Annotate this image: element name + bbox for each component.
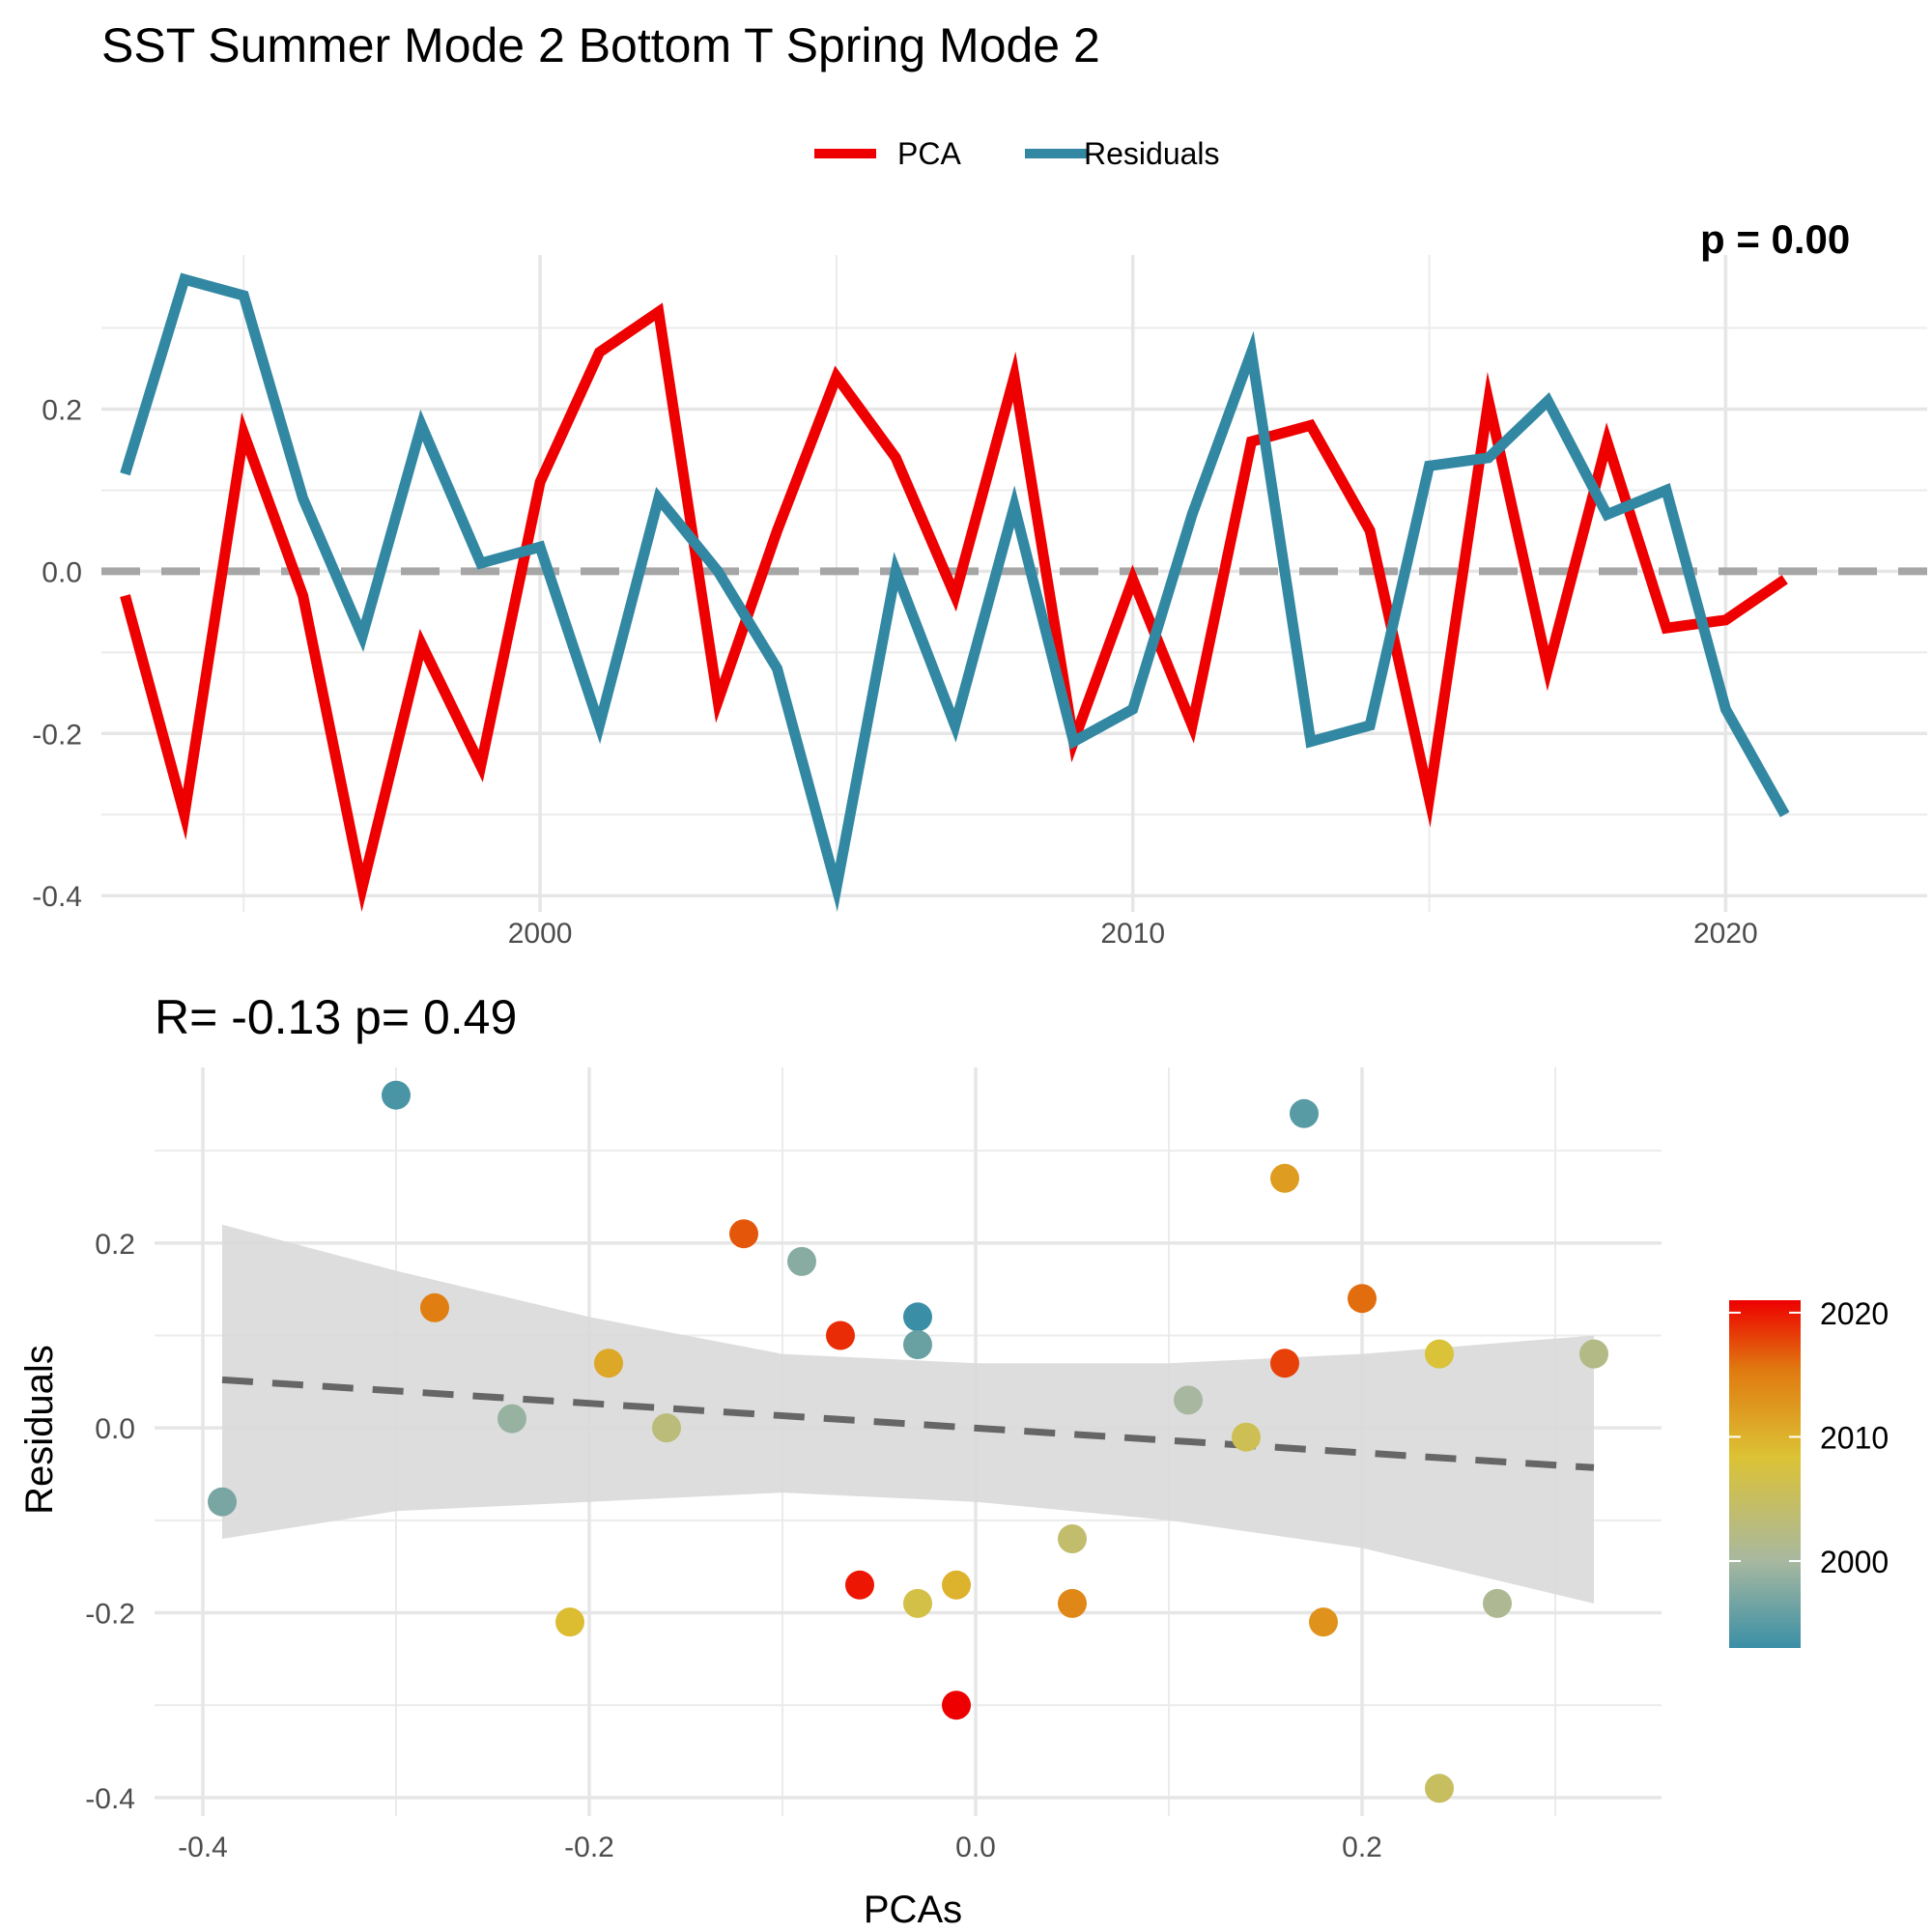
- top-xtick-label: 2010: [1100, 918, 1165, 950]
- colorbar-gradient: [1729, 1300, 1801, 1648]
- scatter-point: [1425, 1339, 1454, 1369]
- scatter-xtick-label: -0.2: [564, 1832, 614, 1863]
- scatter-point: [1058, 1588, 1087, 1618]
- scatter-point: [1425, 1774, 1454, 1804]
- scatter-point: [1232, 1422, 1261, 1452]
- scatter-point: [1483, 1588, 1512, 1618]
- scatter-trend: [221, 1376, 1595, 1471]
- scatter-point: [420, 1293, 449, 1322]
- top-ytick-label: 0.0: [42, 556, 82, 588]
- scatter-xtick-label: 0.0: [955, 1832, 996, 1863]
- scatter-point: [652, 1413, 681, 1443]
- x-axis-title: PCAs: [864, 1889, 962, 1931]
- top-panel-ticks: 0.2 0.0 -0.2 -0.4 2000 2010 2020: [32, 395, 1757, 950]
- scatter-point: [903, 1330, 932, 1359]
- scatter-point: [729, 1219, 758, 1249]
- scatter-point: [1174, 1385, 1203, 1415]
- scatter-xtick-label: -0.4: [178, 1832, 228, 1863]
- legend: PCA Residuals: [814, 136, 1220, 171]
- scatter-ytick-label: -0.2: [85, 1599, 135, 1631]
- colorbar-tick-label: 2020: [1820, 1296, 1889, 1331]
- scatter-point: [1348, 1284, 1377, 1314]
- top-ytick-label: 0.2: [42, 395, 82, 427]
- scatter-point: [826, 1321, 855, 1350]
- scatter-subtitle: R= -0.13 p= 0.49: [155, 990, 517, 1044]
- scatter-ytick-label: -0.4: [85, 1783, 135, 1815]
- scatter-point: [1290, 1098, 1319, 1128]
- scatter-points: [208, 1080, 1608, 1804]
- top-ytick-label: -0.2: [32, 719, 82, 751]
- scatter-point: [497, 1404, 526, 1434]
- scatter-point: [787, 1246, 816, 1276]
- colorbar-tick-label: 2000: [1820, 1545, 1889, 1579]
- scatter-ticks: 0.2 0.0 -0.2 -0.4 -0.4 -0.2 0.0 0.2: [85, 1229, 1382, 1863]
- y-axis-title: Residuals: [18, 1345, 61, 1515]
- scatter-point: [903, 1588, 932, 1618]
- confidence-ribbon: [222, 1224, 1594, 1604]
- scatter-point: [208, 1487, 237, 1517]
- colorbar: 2020 2010 2000: [1729, 1296, 1889, 1648]
- trend-line: [221, 1376, 1595, 1471]
- scatter-point: [845, 1570, 874, 1600]
- series-line-pca: [120, 302, 1788, 912]
- scatter-point: [942, 1570, 971, 1600]
- scatter-point: [1058, 1524, 1087, 1553]
- scatter-point: [1579, 1339, 1608, 1369]
- scatter-confidence-band: [222, 1224, 1594, 1604]
- top-xtick-label: 2020: [1693, 918, 1758, 950]
- colorbar-ticks: 2020 2010 2000: [1729, 1296, 1889, 1579]
- legend-residuals-label: Residuals: [1084, 136, 1220, 171]
- legend-pca-label: PCA: [897, 136, 961, 171]
- series-line-residuals: [120, 272, 1790, 912]
- top-ytick-label: -0.4: [32, 881, 82, 913]
- scatter-point: [942, 1690, 971, 1720]
- scatter-point: [594, 1349, 623, 1378]
- colorbar-tick-label: 2010: [1820, 1420, 1889, 1455]
- scatter-ytick-label: 0.2: [95, 1229, 135, 1261]
- scatter-point: [903, 1302, 932, 1332]
- scatter-point: [1270, 1163, 1299, 1193]
- scatter-point: [1309, 1607, 1338, 1637]
- top-panel-lines: [101, 272, 1927, 912]
- top-panel-corner-text: p = 0.00: [1700, 216, 1850, 262]
- top-xtick-label: 2000: [508, 918, 573, 950]
- scatter-point: [382, 1080, 411, 1110]
- scatter-point: [1270, 1349, 1299, 1378]
- scatter-xtick-label: 0.2: [1342, 1832, 1382, 1863]
- scatter-ytick-label: 0.0: [95, 1413, 135, 1445]
- chart-title: SST Summer Mode 2 Bottom T Spring Mode 2: [101, 18, 1100, 72]
- scatter-point: [555, 1607, 584, 1637]
